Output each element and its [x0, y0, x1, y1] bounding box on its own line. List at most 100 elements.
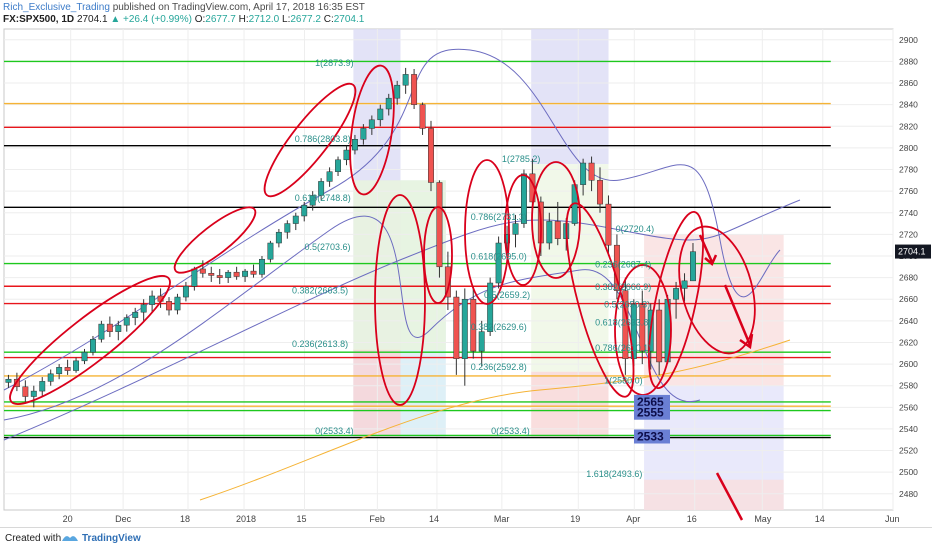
last-price-badge [895, 244, 931, 259]
symbol-label: FX:SPX500, 1D [3, 14, 75, 25]
candle-body [495, 242, 502, 284]
candle-body [351, 139, 358, 151]
published-text: published on TradingView.com, April 17, … [112, 2, 365, 13]
trend-ellipse-4 [374, 194, 426, 406]
y-tick-label: 2580 [899, 381, 918, 391]
candle-body [98, 323, 105, 340]
candle-body [90, 338, 96, 353]
x-tick-label: Feb [369, 514, 385, 524]
high-value: 2712.0 [248, 14, 280, 25]
candle-body [284, 223, 291, 233]
candle-body [132, 311, 139, 318]
candle-body [554, 221, 561, 239]
fib-label: 0.618(2748.8) [295, 193, 351, 203]
trend-ellipse-3 [349, 64, 395, 196]
low-label: L: [282, 14, 291, 25]
candle-body [259, 258, 265, 275]
fib-label: 0.786(2803.8) [295, 134, 351, 144]
last-price-label: 2704.1 [898, 247, 926, 257]
last-price: 2704.1 [76, 14, 108, 25]
y-tick-label: 2740 [899, 208, 918, 218]
candle-body [368, 119, 375, 129]
fib-zone-3 [353, 180, 446, 351]
y-tick-label: 2560 [899, 402, 918, 412]
fib-label: 1(2580.0) [604, 376, 643, 386]
candle-body [588, 162, 595, 181]
price-chart[interactable]: 1(2873.9) 0.786(2803.8) 0.618(2748.8) 0.5(2… [0, 0, 932, 528]
candle-body [301, 204, 308, 217]
candle-body [216, 275, 223, 278]
candle-body [444, 266, 451, 298]
trend-ellipse-5 [423, 206, 453, 304]
candle-body [419, 104, 426, 129]
candle-body [639, 304, 646, 352]
candle-body [106, 323, 113, 332]
y-tick-label: 2500 [899, 467, 918, 477]
price-tag-label: 2533 [637, 429, 664, 443]
candle-body [225, 271, 232, 278]
tradingview-brand[interactable]: TradingView [82, 533, 141, 544]
candle-body [123, 317, 130, 326]
author-name[interactable]: Rich_Exclusive_Trading [3, 2, 110, 13]
band-line-1 [3, 215, 701, 421]
candle-body [292, 215, 299, 224]
candle-body [174, 296, 181, 311]
fib-label: 0.236(2592.8) [471, 362, 527, 372]
x-tick-label: 2018 [236, 514, 256, 524]
trend-ellipse-1 [173, 206, 257, 274]
trend-ellipse-9 [565, 202, 635, 398]
candle-body [478, 331, 485, 352]
x-tick-label: 14 [429, 514, 439, 524]
candle-body [377, 108, 384, 121]
fib-label: 0.382(2663.5) [292, 285, 348, 295]
candle-body [30, 390, 37, 397]
candle-body [309, 195, 316, 206]
y-tick-label: 2780 [899, 165, 918, 175]
candle-body [318, 181, 325, 196]
band-line-2 [199, 339, 791, 501]
candle-body [470, 298, 477, 352]
x-tick-label: Dec [115, 514, 132, 524]
trend-ellipse-7 [504, 174, 542, 286]
x-tick-label: Jun [885, 514, 900, 524]
high-label: H: [238, 14, 249, 25]
candle-body [436, 182, 443, 268]
candle-body [140, 304, 147, 313]
candle-body [402, 74, 409, 86]
footer-bar: Created with TradingView [0, 527, 932, 550]
candle-body [580, 162, 587, 185]
candle-body [343, 149, 350, 161]
x-tick-label: 16 [687, 514, 697, 524]
projection-arrow-icon [715, 472, 744, 521]
fib-label: 0.5(2659.2) [484, 290, 530, 300]
x-tick-label: 14 [815, 514, 825, 524]
fib-label: 0.5(2650.3) [604, 300, 650, 310]
candle-body [428, 128, 434, 183]
candle-body [233, 271, 240, 277]
candle-body [394, 84, 401, 99]
tradingview-logo-icon [62, 536, 78, 541]
y-tick-label: 2840 [899, 100, 918, 110]
candle-body [605, 203, 612, 246]
price-tag-label: 2555 [637, 406, 664, 420]
y-tick-label: 2800 [899, 143, 918, 153]
fib-zone-9 [644, 479, 784, 510]
fib-label: 0(2720.4) [616, 224, 655, 234]
fib-label: 0.382(2629.6) [471, 322, 527, 332]
candle-body [242, 270, 249, 277]
price-tag-box [634, 405, 670, 420]
y-tick-label: 2620 [899, 337, 918, 347]
candle-body [39, 381, 46, 392]
candle-body [385, 97, 392, 110]
candle-body [681, 280, 688, 289]
candle-body [521, 173, 527, 224]
fib-label: 0.382(2666.9) [595, 282, 651, 292]
x-tick-label: Mar [494, 514, 510, 524]
chart-header-line2: FX:SPX500, 1D 2704.1 ▲ +26.4 (+0.99%) O:… [3, 14, 364, 25]
candle-body [275, 231, 282, 244]
fib-label: 1(2785.2) [502, 154, 541, 164]
candle-body [673, 288, 680, 300]
candle-body [546, 221, 553, 244]
candle-body [487, 282, 494, 332]
candle-body [461, 298, 468, 359]
